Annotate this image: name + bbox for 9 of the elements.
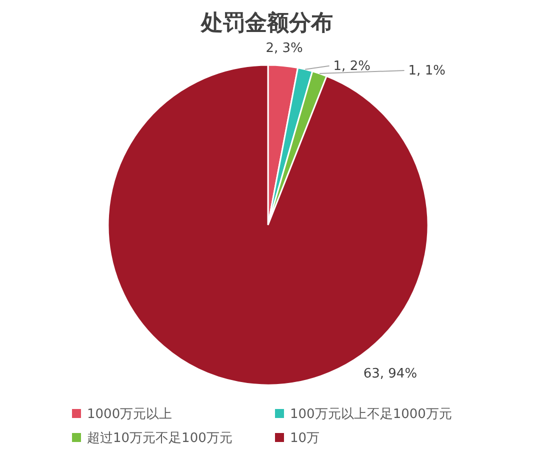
data-label: 63, 94% [363,366,418,382]
legend-label: 超过10万元不足100万元 [87,431,232,446]
legend-label: 100万元以上不足1000万元 [290,407,452,422]
legend-label: 1000万元以上 [87,407,172,422]
data-label: 2, 3% [266,40,303,56]
data-label: 1, 2% [333,58,370,74]
legend-label: 10万 [290,431,320,446]
data-label: 1, 1% [408,64,446,78]
chart-title: 处罚金额分布 [200,10,333,36]
